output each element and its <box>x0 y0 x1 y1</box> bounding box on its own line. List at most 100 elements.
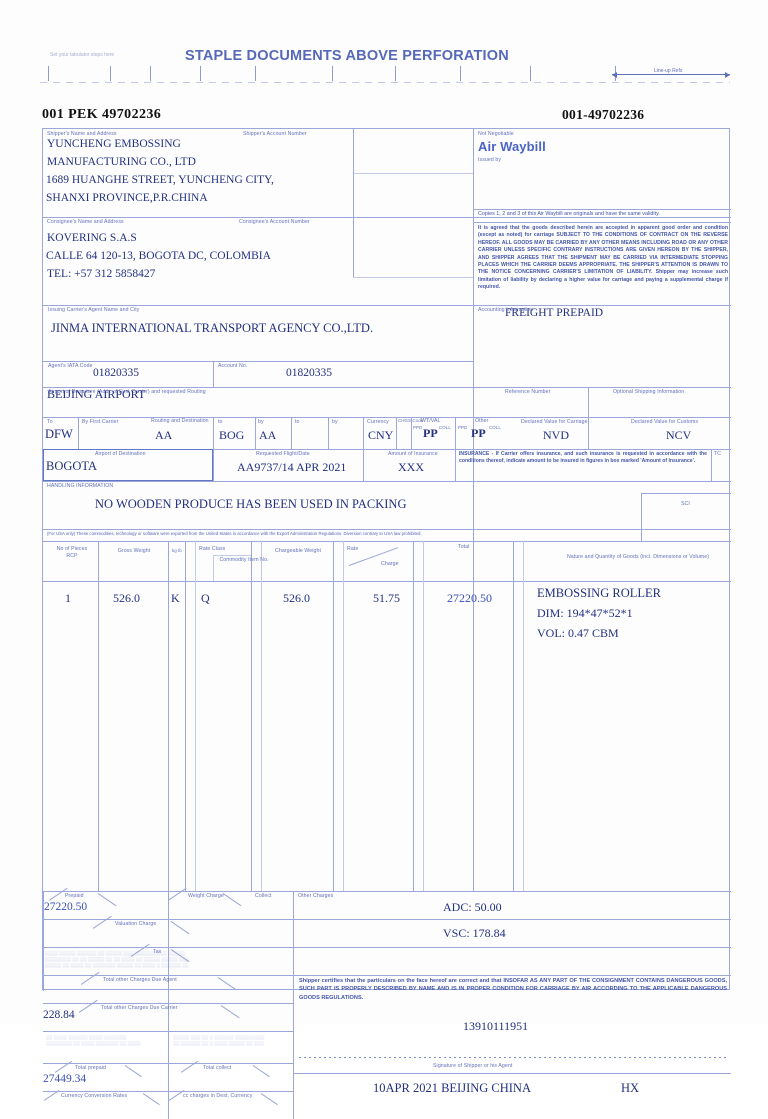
col-chargeable-weight-header: Chargeable Weight <box>274 548 321 554</box>
other-charges-section-label: Other Charges <box>298 893 334 899</box>
col-gross-weight-header: Gross Weight <box>117 548 151 554</box>
routing-destination-label: Routing and Destination <box>151 418 209 424</box>
waybill-frame: Shipper's Name and Address Shipper's Acc… <box>42 128 731 1119</box>
weight-charge-prepaid: 27220.50 <box>44 901 88 913</box>
shipper-line-4: SHANXI PROVINCE,P.R.CHINA <box>46 192 208 204</box>
currency-conversion-label: Currency Conversion Rates <box>61 1093 128 1099</box>
cell-rate-charge: 51.75 <box>373 591 400 605</box>
perforation-line <box>40 82 730 83</box>
shipper-line-1: YUNCHENG EMBOSSING <box>47 138 181 150</box>
air-waybill-title: Air Waybill <box>478 139 546 154</box>
other-charge-adc: ADC: 50.00 <box>443 900 502 914</box>
wtval-value: PP <box>423 426 438 440</box>
insurance-tc-label: TC <box>714 451 722 457</box>
declared-value-customs: NCV <box>666 428 692 442</box>
to-label-2: to <box>218 419 223 425</box>
signature-label: Signature of Shipper or his Agent <box>433 1063 513 1069</box>
agent-name: JINMA INTERNATIONAL TRANSPORT AGENCY CO.… <box>51 321 374 335</box>
agent-account-no: 01820335 <box>286 367 332 379</box>
col-rate-class-header: Rate Class <box>199 546 226 552</box>
consignee-label: Consignee's Name and Address <box>47 219 124 225</box>
col-pieces-header: No of Pieces RCP <box>56 546 88 559</box>
reference-number-label: Reference Number <box>505 389 551 395</box>
other-ppd-label: PPD <box>458 425 468 430</box>
declared-value-carriage: NVD <box>543 428 569 442</box>
execution-initials: HX <box>621 1081 640 1095</box>
copies-note: Copies 1, 2 and 3 of this Air Waybill ar… <box>478 211 660 217</box>
tax-label: Tax <box>153 949 162 955</box>
shipper-reference-number: 13910111951 <box>463 1019 529 1033</box>
not-negotiable-label: Not Negotiable <box>478 131 514 137</box>
lineup-label: Line-up Refs <box>652 68 685 74</box>
accounting-value: FREIGHT PREPAID <box>505 307 604 319</box>
airport-destination-highlight <box>43 449 213 481</box>
total-other-carrier-label: Total other Charges Due Carrier <box>101 1005 178 1011</box>
collect-label: Collect <box>255 893 272 899</box>
optional-shipping-label: Optional Shipping Information <box>613 389 685 395</box>
cc-charges-dest-label: cc charges in Dest. Currency <box>183 1093 253 1099</box>
currency-label: Currency <box>367 419 389 425</box>
currency-value: CNY <box>368 428 394 442</box>
charges-note-artifact-right: ▒▒▒▒▒ ▒▒▒ ▒▒ ▒ ▒▒▒▒▒▒ ▒▒▒▒▒▒▒▒▒ ▒▒ ▒▒▒▒▒▒… <box>173 1035 265 1046</box>
to-destination-1: DFW <box>45 427 73 441</box>
to-label-3: to <box>295 419 300 425</box>
shipper-line-3: 1689 HUANGHE STREET, YUNCHENG CITY, <box>46 174 274 186</box>
agent-label: Issuing Carrier's Agent Name and City <box>48 307 140 313</box>
by-label-2: by <box>258 419 264 425</box>
total-prepaid-label: Total prepaid <box>75 1065 107 1071</box>
awb-number-left: 001 PEK 49702236 <box>42 107 162 122</box>
airport-departure: BEIJING AIRPORT <box>47 387 146 401</box>
wtval-coll-label: COLL <box>439 425 451 430</box>
cell-pieces: 1 <box>65 591 71 605</box>
other-charges-label: Other <box>475 418 489 424</box>
cell-total: 27220.50 <box>447 591 492 605</box>
cell-nature-line-1: EMBOSSING ROLLER <box>537 586 661 600</box>
total-collect-label: Total collect <box>203 1065 232 1071</box>
shipper-label: Shipper's Name and Address <box>47 131 117 137</box>
cell-chargeable-weight: 526.0 <box>283 591 310 605</box>
agent-iata-label: Agent's IATA Code <box>48 363 93 369</box>
tax-row-artifact: ▒▒▒▒ ▒▒▒▒▒ ▒▒▒▒▒▒ ▒▒ ▒▒▒▒▒ ▒▒▒ ▒▒▒▒▒▒▒▒▒… <box>45 951 189 968</box>
chgs-code-label: CHGS Code <box>398 418 424 423</box>
col-kg-lb-header: kg lb <box>172 548 182 553</box>
declared-customs-label: Declared Value for Customs <box>631 419 699 425</box>
by-label-3: by <box>332 419 338 425</box>
col-total-header: Total <box>458 544 470 550</box>
declared-carriage-label: Declared Value for Carriage <box>521 419 588 425</box>
wtval-ppd-label: PPD <box>413 425 423 430</box>
consignee-line-2: CALLE 64 120-13, BOGOTA DC, COLOMBIA <box>46 250 271 262</box>
consignee-line-1: KOVERING S.A.S <box>47 232 137 244</box>
charges-note-artifact-left: ▒▒ ▒▒▒▒ ▒▒▒▒▒▒ ▒▒▒▒ ▒▒▒▒▒▒▒ ▒▒▒▒▒▒▒▒ ▒▒ ▒… <box>46 1035 141 1046</box>
prepaid-label: Prepaid <box>65 893 84 899</box>
to-destination-2: BOG <box>219 428 245 442</box>
handling-information-text: NO WOODEN PRODUCE HAS BEEN USED IN PACKI… <box>95 497 407 511</box>
to-label: To <box>47 419 53 425</box>
air-waybill-document: Set your tabulator stops here STAPLE DOC… <box>40 44 731 1119</box>
col-nature-goods-header: Nature and Quantity of Goods (incl. Dime… <box>566 554 710 560</box>
amount-of-insurance: XXX <box>398 460 424 474</box>
tabulator-note: Set your tabulator stops here <box>50 52 115 58</box>
shipper-account-label: Shipper's Account Number <box>243 131 307 137</box>
cell-kg-code: K <box>171 591 180 605</box>
airport-departure-label: Airport of Departure (Addr. of First Car… <box>48 389 206 395</box>
cell-nature-line-2: DIM: 194*47*52*1 <box>537 606 633 620</box>
signature-dotted-line <box>299 1057 727 1058</box>
by-first-carrier-label: By First Carrier <box>82 419 119 425</box>
cell-gross-weight: 526.0 <box>113 591 140 605</box>
awb-number-right: 001-49702236 <box>562 107 645 122</box>
col-charge-header: Charge <box>381 561 399 567</box>
other-coll-label: COLL <box>489 425 501 430</box>
weight-charge-label: Weight Charge <box>188 893 224 899</box>
perforation-band: Set your tabulator stops here STAPLE DOC… <box>40 44 730 100</box>
amount-insurance-label: Amount of Insurance <box>388 451 438 457</box>
execution-place-date: 10APR 2021 BEIJING CHINA <box>373 1081 531 1095</box>
conditions-of-contract: It is agreed that the goods described he… <box>478 225 728 291</box>
wtval-label: WT/VAL <box>421 418 441 424</box>
total-other-carrier-prepaid: 228.84 <box>43 1009 75 1021</box>
total-prepaid-value: 27449.34 <box>43 1073 87 1085</box>
requested-flight-date-label: Requested Flight/Date <box>256 451 310 457</box>
other-value: PP <box>471 426 486 440</box>
shipper-line-2: MANUFACTURING CO., LTD <box>47 156 196 168</box>
sci-label: SCI <box>681 501 690 507</box>
agent-account-label: Account No. <box>218 363 248 369</box>
